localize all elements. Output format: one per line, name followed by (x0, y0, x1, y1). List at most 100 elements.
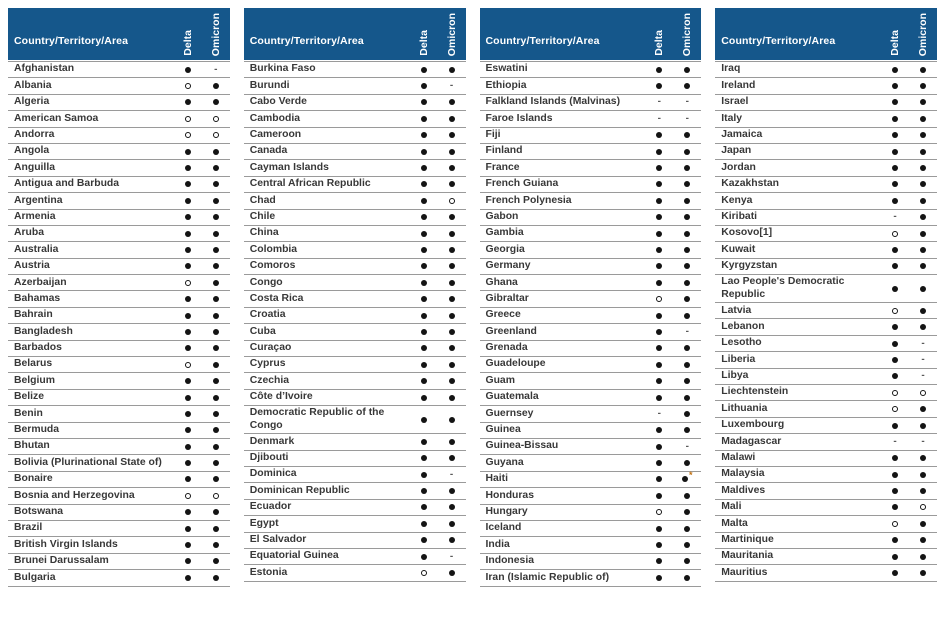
country-name: Ghana (485, 276, 518, 288)
omicron-status-cell (673, 296, 701, 303)
table-row: Guernsey - (479, 406, 702, 423)
omicron-status-cell (909, 66, 937, 73)
country-name: Japan (721, 145, 752, 157)
filled-dot-icon (420, 553, 427, 560)
filled-dot-icon (892, 99, 898, 106)
omicron-status-cell (438, 230, 466, 237)
country-name: Bulgaria (14, 571, 56, 583)
omicron-status-cell (202, 312, 230, 319)
open-dot-icon (892, 520, 898, 527)
filled-dot-icon (656, 83, 663, 90)
filled-dot-icon (892, 356, 898, 363)
filled-dot-icon (920, 66, 926, 73)
delta-status-cell (410, 394, 438, 401)
delta-status-cell (881, 488, 909, 495)
country-name: Cuba (249, 325, 276, 337)
country-name: Guinea (485, 424, 521, 436)
omicron-status-cell: * (673, 471, 701, 483)
country-name: French Guiana (485, 178, 559, 190)
country-name: Guam (485, 374, 515, 386)
omicron-status-cell: - (438, 551, 466, 561)
country-name: Maldives (721, 484, 766, 496)
dash-icon: - (685, 440, 689, 452)
table-row: French Polynesia (479, 193, 702, 210)
delta-status-cell (174, 148, 202, 155)
omicron-status-cell (438, 504, 466, 511)
filled-dot-icon (212, 378, 219, 385)
delta-status-cell (881, 422, 909, 429)
table-row: Maldives (715, 483, 937, 500)
filled-dot-icon (420, 214, 427, 221)
omicron-status-cell (438, 394, 466, 401)
country-column-header: Country/Territory/Area (721, 35, 836, 47)
table-row: Fiji (479, 128, 702, 144)
country-name: Equatorial Guinea (249, 550, 339, 562)
country-name: Guyana (485, 456, 524, 468)
filled-dot-icon (184, 378, 191, 385)
delta-status-cell (410, 504, 438, 511)
table-row: Congo (243, 275, 466, 292)
filled-dot-icon (212, 165, 219, 172)
omicron-status-cell (673, 66, 701, 73)
filled-dot-icon (212, 525, 219, 532)
open-dot-icon (184, 492, 191, 499)
filled-dot-icon (892, 373, 898, 380)
filled-dot-icon (420, 279, 427, 286)
filled-dot-icon (684, 542, 691, 549)
country-name: Dominican Republic (249, 484, 350, 496)
table-row: Belgium (8, 373, 230, 390)
omicron-status-cell (202, 476, 230, 483)
table-row: Cabo Verde (243, 95, 466, 112)
table-row: Italy (715, 111, 937, 128)
filled-dot-icon (920, 99, 926, 106)
filled-dot-icon (920, 115, 926, 122)
table-body: Afghanistan - Albania Algeria American S… (8, 61, 230, 587)
filled-dot-icon (684, 214, 691, 221)
omicron-status-cell (438, 115, 466, 122)
table-row: Germany (479, 259, 702, 276)
table-row: Equatorial Guinea - (243, 549, 466, 566)
delta-column-header: Delta (653, 30, 666, 56)
filled-dot-icon (920, 488, 926, 495)
filled-dot-icon (212, 410, 219, 417)
filled-dot-icon (420, 115, 427, 122)
table-row: Indonesia (479, 554, 702, 571)
country-name: Ethiopia (485, 79, 527, 91)
country-name: Malawi (721, 452, 756, 464)
omicron-status-cell (909, 570, 937, 577)
table-row: Cuba (243, 324, 466, 341)
table-row: Central African Republic (243, 177, 466, 194)
filled-dot-icon (656, 66, 663, 73)
delta-status-cell (410, 570, 438, 577)
filled-dot-icon (656, 378, 663, 385)
omicron-status-cell (909, 214, 937, 221)
filled-dot-icon (656, 345, 663, 352)
filled-dot-icon (920, 537, 926, 544)
delta-status-cell (645, 296, 673, 303)
country-name: Bhutan (14, 440, 50, 452)
table-row: Côte d’Ivoire (243, 390, 466, 407)
table-row: Liechtenstein (715, 385, 937, 402)
country-name: Azerbaijan (14, 276, 67, 288)
filled-dot-icon (420, 165, 427, 172)
omicron-status-cell (909, 115, 937, 122)
filled-dot-icon (684, 66, 691, 73)
dash-icon: - (893, 211, 897, 223)
omicron-status-cell (673, 279, 701, 286)
delta-status-cell (881, 285, 909, 292)
country-name: Liechtenstein (721, 386, 789, 398)
filled-dot-icon (684, 132, 691, 139)
filled-dot-icon (420, 488, 427, 495)
filled-dot-icon (684, 345, 691, 352)
delta-status-cell (645, 542, 673, 549)
filled-dot-icon (212, 476, 219, 483)
delta-status-cell (174, 378, 202, 385)
delta-column-header: Delta (417, 30, 430, 56)
delta-status-cell (645, 197, 673, 204)
filled-dot-icon (212, 214, 219, 221)
delta-status-cell (645, 509, 673, 516)
table-row: Gambia (479, 226, 702, 243)
omicron-status-cell (202, 148, 230, 155)
filled-dot-icon (892, 455, 898, 462)
delta-status-cell (410, 438, 438, 445)
